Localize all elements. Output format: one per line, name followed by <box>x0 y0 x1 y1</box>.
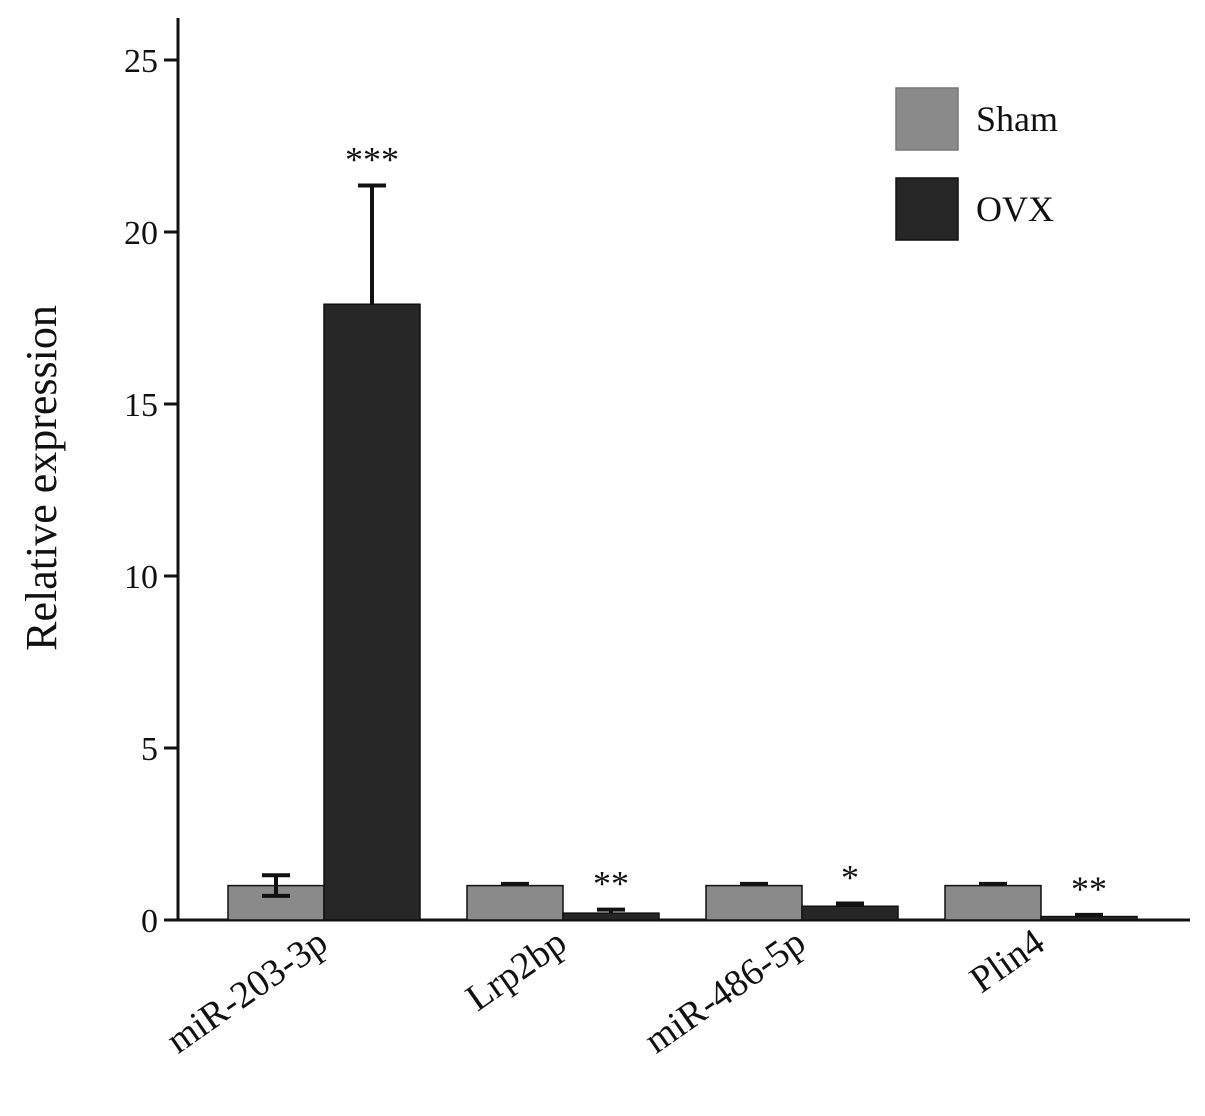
ovx-bar-0 <box>323 303 421 921</box>
x-category-label: miR-486-5p <box>637 921 813 1062</box>
y-tick-label: 25 <box>124 43 158 80</box>
y-tick-label: 5 <box>141 731 158 768</box>
significance-label: ** <box>593 864 629 904</box>
y-tick-label: 15 <box>124 387 158 424</box>
legend-swatch-ovx <box>895 177 959 241</box>
x-category-label: Lrp2bp <box>458 921 574 1020</box>
legend-label: OVX <box>976 189 1054 229</box>
ovx-bar-2 <box>801 905 899 921</box>
ovx-bar-3 <box>1040 915 1138 921</box>
significance-label: * <box>841 857 859 897</box>
sham-bar-1 <box>466 884 564 921</box>
x-category-label: miR-203-3p <box>159 921 335 1062</box>
y-axis-label: Relative expression <box>17 305 66 651</box>
y-tick-label: 0 <box>141 903 158 940</box>
significance-label: ** <box>1071 869 1107 909</box>
x-category-label: Plin4 <box>962 921 1052 1001</box>
significance-label: *** <box>345 140 399 180</box>
sham-bar-2 <box>705 884 803 921</box>
sham-bar-3 <box>944 884 1042 921</box>
y-tick-label: 20 <box>124 215 158 252</box>
legend-label: Sham <box>976 99 1058 139</box>
y-tick-label: 10 <box>124 559 158 596</box>
legend-swatch-sham <box>895 87 959 151</box>
ovx-bar-1 <box>562 912 660 921</box>
